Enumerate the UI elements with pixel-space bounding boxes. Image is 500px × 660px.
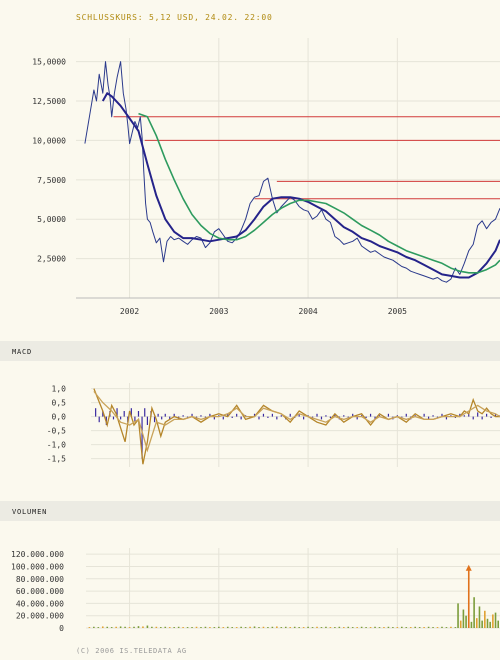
price-y-tick-label: 15,0000 [32,58,66,67]
macd-header-bar [0,341,500,361]
macd-y-tick-label: -1,0 [47,441,66,450]
macd-label: MACD [12,348,33,356]
price-x-tick-label: 2004 [298,307,317,316]
price-chart: 2,5000 5,0000 7,5000 10,0000 12,5000 15,0000 2… [32,38,500,316]
price-x-tick-label: 2002 [120,307,139,316]
price-x-tick-label: 2005 [388,307,407,316]
volume-y-tick-label: 60.000.000 [16,587,64,596]
volume-label: VOLUMEN [12,508,48,516]
macd-y-tick-label: 0,0 [52,413,67,422]
moving-average-fast-line [101,92,500,279]
volume-y-tick-label: 40.000.000 [16,599,64,608]
volume-y-tick-label: 0 [59,624,64,633]
moving-average-slow-line [138,112,500,274]
price-y-tick-label: 7,5000 [37,176,66,185]
price-x-tick-label: 2003 [209,307,228,316]
chart-title: SCHLUSSKURS: 5,12 USD, 24.02. 22:00 [76,13,273,22]
macd-y-tick-label: 1,0 [52,385,67,394]
volume-y-tick-label: 20.000.000 [16,612,64,621]
price-y-tick-label: 5,0000 [37,215,66,224]
macd-chart: -1,5 -1,0 -0,5 0,0 0,5 1,0 [47,383,500,467]
price-y-tick-label: 12,5000 [32,97,66,106]
price-line [84,61,500,283]
volume-y-tick-label: 100.000.000 [11,562,64,571]
volume-header-bar [0,501,500,521]
volume-peak-marker [465,564,472,571]
volume-y-tick-label: 80.000.000 [16,575,64,584]
volume-chart: 0 20.000.000 40.000.000 60.000.000 80.000.00… [11,548,500,633]
volume-y-tick-label: 120.000.000 [11,550,64,559]
signal-line [93,390,500,453]
macd-y-tick-label: -0,5 [47,427,66,436]
macd-y-tick-label: 0,5 [52,399,67,408]
copyright-notice: (C) 2006 IS.TELEDATA AG [76,647,187,655]
price-y-tick-label: 2,5000 [37,255,66,264]
macd-y-tick-label: -1,5 [47,455,66,464]
price-y-tick-label: 10,0000 [32,136,66,145]
